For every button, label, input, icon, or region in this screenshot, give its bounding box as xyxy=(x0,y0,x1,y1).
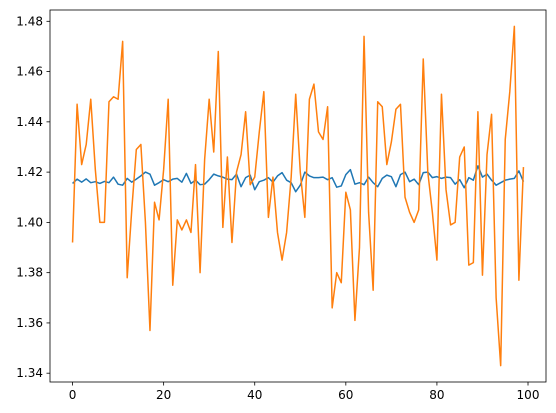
data-line xyxy=(72,165,525,193)
y-tick-label: 1.36 xyxy=(16,316,43,330)
x-tick-label: 60 xyxy=(338,388,353,402)
plot-frame xyxy=(49,9,547,383)
y-tick-label: 1.44 xyxy=(16,115,43,129)
x-tick-label: 40 xyxy=(247,388,262,402)
y-tick-label: 1.34 xyxy=(16,366,43,380)
y-tick-label: 1.42 xyxy=(16,165,43,179)
x-tick-label: 20 xyxy=(156,388,171,402)
x-tick-label: 100 xyxy=(517,388,540,402)
y-tick-label: 1.48 xyxy=(16,14,43,28)
y-tick-label: 1.40 xyxy=(16,215,43,229)
data-line xyxy=(71,25,525,367)
x-tick-label: 80 xyxy=(429,388,444,402)
x-tick-label: 0 xyxy=(69,388,77,402)
y-tick-label: 1.38 xyxy=(16,266,43,280)
y-tick-label: 1.46 xyxy=(16,65,43,79)
